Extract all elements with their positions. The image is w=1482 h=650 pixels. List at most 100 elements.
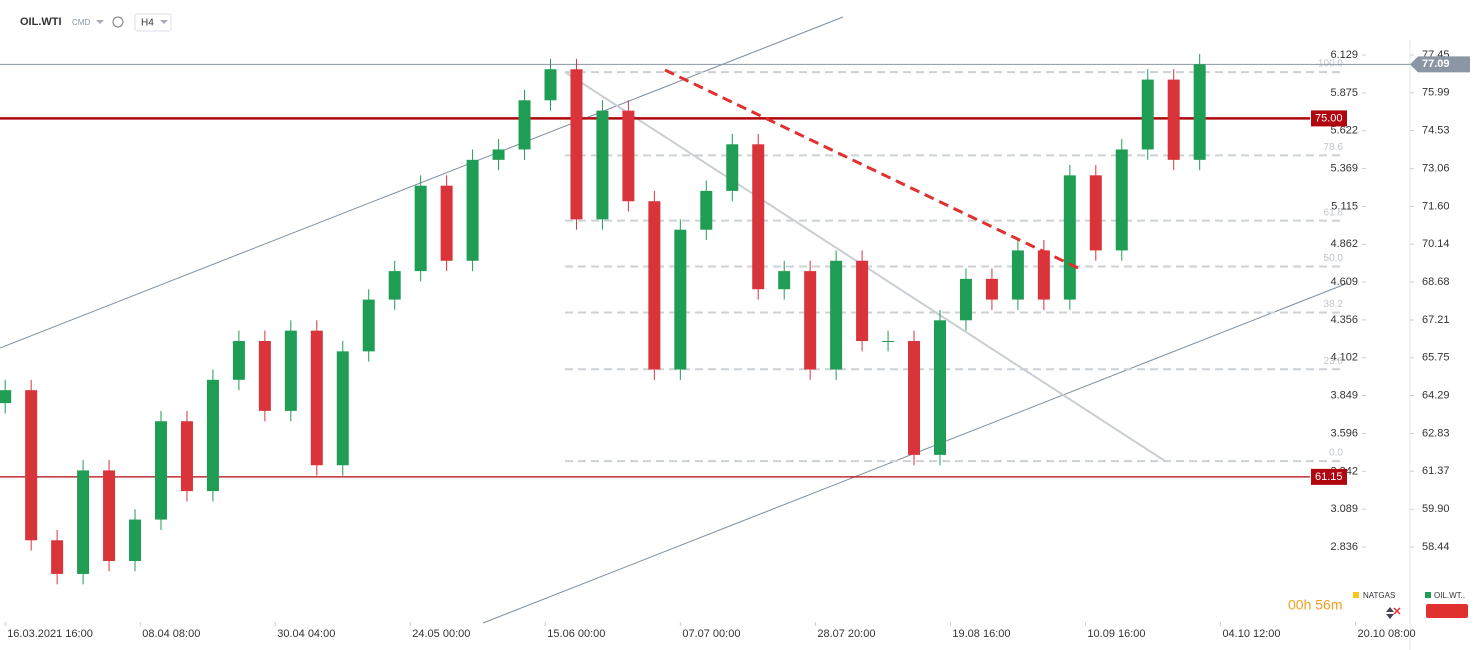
close-icon[interactable] (1393, 607, 1401, 615)
candle-body (804, 271, 817, 370)
candle-body (232, 340, 245, 380)
candle-body (154, 421, 167, 520)
y2-tick-label: 5.875 (1330, 87, 1358, 99)
y-tick-label: 58.44 (1422, 541, 1450, 553)
candle-body (882, 340, 895, 342)
y2-tick-label: 2.836 (1330, 541, 1358, 553)
candle-body (1141, 79, 1154, 150)
y2-tick-label: 5.369 (1330, 162, 1358, 174)
tab[interactable]: OIL.WT.. (1434, 591, 1465, 600)
x-tick-label: 20.10 08:00 (1357, 628, 1415, 640)
market: CMD (72, 18, 90, 27)
candle-body (1089, 175, 1102, 251)
y-tick-label: 64.29 (1422, 390, 1450, 402)
price-tag (1410, 56, 1470, 73)
candle-body (492, 149, 505, 160)
candle-body (362, 299, 375, 352)
candle-body (388, 271, 401, 300)
y2-tick-label: 4.862 (1330, 238, 1358, 250)
x-tick-label: 16.03.2021 16:00 (7, 628, 93, 640)
x-tick-label: 28.07 20:00 (817, 628, 875, 640)
timeframe[interactable]: H4 (141, 18, 154, 29)
fib-label: 61.8 (1324, 207, 1344, 218)
candle-body (440, 185, 453, 261)
fib-label: 0.0 (1329, 448, 1343, 459)
candle-body (648, 201, 661, 370)
fib-label: 78.6 (1324, 142, 1344, 153)
y-tick-label: 74.53 (1422, 124, 1450, 136)
candle-body (1063, 175, 1076, 300)
y-tick-label: 68.68 (1422, 276, 1450, 288)
candle-body (1037, 250, 1050, 300)
candle-body (985, 278, 998, 300)
candle-body (959, 278, 972, 321)
y-tick-label: 65.75 (1422, 352, 1450, 364)
y-tick-label: 71.60 (1422, 200, 1450, 212)
candle-body (700, 190, 713, 230)
close-tab-button[interactable] (1426, 604, 1468, 618)
tab-dot (1425, 592, 1431, 598)
candle-body (1167, 79, 1180, 160)
y2-tick-label: 4.102 (1330, 352, 1358, 364)
candle-body (570, 69, 583, 220)
candle-body (258, 340, 271, 411)
dropdown-arrow[interactable] (160, 20, 168, 24)
candle-body (336, 351, 349, 466)
candle-body (622, 110, 635, 202)
y2-tick-label: 3.849 (1330, 390, 1358, 402)
candle-body (544, 69, 557, 101)
countdown: 00h 56m (1288, 597, 1342, 613)
x-tick-label: 24.05 00:00 (412, 628, 470, 640)
candle-body (103, 470, 116, 561)
info-icon[interactable] (112, 16, 124, 28)
y2-tick-label: 5.115 (1331, 200, 1358, 212)
y-tick-label: 59.90 (1422, 503, 1450, 515)
x-tick-label: 08.04 08:00 (142, 628, 200, 640)
sort-icon[interactable] (1386, 607, 1394, 619)
y-tick-label: 62.83 (1422, 427, 1450, 439)
dropdown-arrow[interactable] (96, 20, 104, 24)
candle-body (414, 185, 427, 272)
tab-dot (1353, 592, 1359, 598)
price-tag-label: 77.09 (1422, 58, 1450, 70)
y-tick-label: 70.14 (1422, 238, 1450, 250)
timeframe-button[interactable] (134, 13, 172, 32)
candle-body (518, 100, 531, 150)
candle-body (726, 144, 739, 191)
candle-body (25, 390, 38, 541)
y2-tick-label: 4.609 (1330, 276, 1358, 288)
price-tag-label: 61.15 (1315, 471, 1343, 483)
y2-tick-label: 3.596 (1330, 427, 1358, 439)
x-tick-label: 04.10 12:00 (1222, 628, 1280, 640)
candle-body (310, 330, 323, 466)
candle-body (830, 260, 843, 370)
symbol[interactable]: OIL.WTI (20, 16, 62, 28)
fib-label: 38.2 (1324, 299, 1344, 310)
candle-body (752, 144, 765, 290)
candle-body (466, 159, 479, 261)
fib-label: 50.0 (1324, 253, 1344, 264)
x-tick-label: 19.08 16:00 (952, 628, 1010, 640)
channel-line (0, 16, 844, 349)
candle-body (778, 271, 791, 290)
candle-body (77, 470, 90, 574)
price-tag (1311, 468, 1347, 485)
y-tick-label: 67.21 (1422, 314, 1450, 326)
x-tick-label: 10.09 16:00 (1087, 628, 1145, 640)
tab[interactable]: NATGAS (1363, 591, 1395, 600)
fib-label: 23.6 (1324, 356, 1344, 367)
candle-body (596, 110, 609, 220)
y-tick-label: 61.37 (1422, 465, 1450, 477)
candle-body (1115, 149, 1128, 251)
candle-body (934, 320, 946, 455)
candle-body (674, 229, 687, 370)
candle-body (284, 330, 297, 411)
candle-body (908, 340, 921, 455)
candle-body (1193, 64, 1206, 160)
price-tag-label: 75.00 (1315, 112, 1343, 124)
resistance-line (664, 68, 1079, 270)
y-tick-label: 75.99 (1422, 87, 1450, 99)
price-tag (1311, 110, 1347, 127)
candle-body (180, 421, 193, 492)
y2-tick-label: 5.622 (1330, 125, 1358, 137)
